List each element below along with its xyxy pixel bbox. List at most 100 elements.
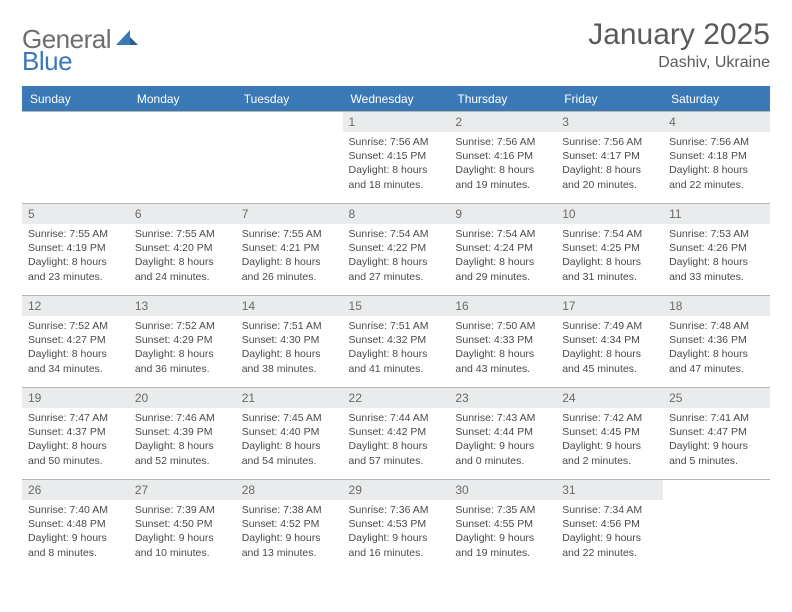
calendar-day-cell: 17Sunrise: 7:49 AMSunset: 4:34 PMDayligh… bbox=[556, 296, 663, 388]
calendar-empty-cell: . bbox=[663, 480, 770, 572]
day-details: Sunrise: 7:55 AMSunset: 4:19 PMDaylight:… bbox=[22, 224, 129, 288]
day-number: 10 bbox=[556, 204, 663, 224]
day-details: Sunrise: 7:46 AMSunset: 4:39 PMDaylight:… bbox=[129, 408, 236, 472]
day-details: Sunrise: 7:41 AMSunset: 4:47 PMDaylight:… bbox=[663, 408, 770, 472]
calendar-day-cell: 25Sunrise: 7:41 AMSunset: 4:47 PMDayligh… bbox=[663, 388, 770, 480]
day-details: Sunrise: 7:54 AMSunset: 4:22 PMDaylight:… bbox=[343, 224, 450, 288]
calendar-day-cell: 15Sunrise: 7:51 AMSunset: 4:32 PMDayligh… bbox=[343, 296, 450, 388]
weekday-header: Wednesday bbox=[343, 87, 450, 112]
weekday-header: Thursday bbox=[449, 87, 556, 112]
calendar-day-cell: 13Sunrise: 7:52 AMSunset: 4:29 PMDayligh… bbox=[129, 296, 236, 388]
day-details: Sunrise: 7:48 AMSunset: 4:36 PMDaylight:… bbox=[663, 316, 770, 380]
day-details: Sunrise: 7:49 AMSunset: 4:34 PMDaylight:… bbox=[556, 316, 663, 380]
day-number: 11 bbox=[663, 204, 770, 224]
day-number: 31 bbox=[556, 480, 663, 500]
day-number: 27 bbox=[129, 480, 236, 500]
day-details: Sunrise: 7:51 AMSunset: 4:30 PMDaylight:… bbox=[236, 316, 343, 380]
calendar-day-cell: 14Sunrise: 7:51 AMSunset: 4:30 PMDayligh… bbox=[236, 296, 343, 388]
day-number: 13 bbox=[129, 296, 236, 316]
day-details: Sunrise: 7:55 AMSunset: 4:21 PMDaylight:… bbox=[236, 224, 343, 288]
day-details: Sunrise: 7:53 AMSunset: 4:26 PMDaylight:… bbox=[663, 224, 770, 288]
day-number: 15 bbox=[343, 296, 450, 316]
calendar-day-cell: 23Sunrise: 7:43 AMSunset: 4:44 PMDayligh… bbox=[449, 388, 556, 480]
day-details: Sunrise: 7:36 AMSunset: 4:53 PMDaylight:… bbox=[343, 500, 450, 564]
day-number: 6 bbox=[129, 204, 236, 224]
calendar-day-cell: 11Sunrise: 7:53 AMSunset: 4:26 PMDayligh… bbox=[663, 204, 770, 296]
day-details: Sunrise: 7:56 AMSunset: 4:17 PMDaylight:… bbox=[556, 132, 663, 196]
day-details: Sunrise: 7:54 AMSunset: 4:25 PMDaylight:… bbox=[556, 224, 663, 288]
day-details: Sunrise: 7:44 AMSunset: 4:42 PMDaylight:… bbox=[343, 408, 450, 472]
day-details: Sunrise: 7:38 AMSunset: 4:52 PMDaylight:… bbox=[236, 500, 343, 564]
calendar-empty-cell: . bbox=[129, 112, 236, 204]
day-details: Sunrise: 7:42 AMSunset: 4:45 PMDaylight:… bbox=[556, 408, 663, 472]
calendar-day-cell: 4Sunrise: 7:56 AMSunset: 4:18 PMDaylight… bbox=[663, 112, 770, 204]
day-details: Sunrise: 7:52 AMSunset: 4:29 PMDaylight:… bbox=[129, 316, 236, 380]
day-details: Sunrise: 7:56 AMSunset: 4:15 PMDaylight:… bbox=[343, 132, 450, 196]
calendar-day-cell: 29Sunrise: 7:36 AMSunset: 4:53 PMDayligh… bbox=[343, 480, 450, 572]
day-details: Sunrise: 7:52 AMSunset: 4:27 PMDaylight:… bbox=[22, 316, 129, 380]
calendar-empty-cell: . bbox=[22, 112, 129, 204]
calendar-day-cell: 26Sunrise: 7:40 AMSunset: 4:48 PMDayligh… bbox=[22, 480, 129, 572]
day-number: 24 bbox=[556, 388, 663, 408]
day-details: Sunrise: 7:51 AMSunset: 4:32 PMDaylight:… bbox=[343, 316, 450, 380]
weekday-header: Monday bbox=[129, 87, 236, 112]
calendar-empty-cell: . bbox=[236, 112, 343, 204]
day-number: 4 bbox=[663, 112, 770, 132]
calendar-day-cell: 27Sunrise: 7:39 AMSunset: 4:50 PMDayligh… bbox=[129, 480, 236, 572]
weekday-header: Saturday bbox=[663, 87, 770, 112]
day-number: 18 bbox=[663, 296, 770, 316]
day-details: Sunrise: 7:56 AMSunset: 4:18 PMDaylight:… bbox=[663, 132, 770, 196]
day-number: 2 bbox=[449, 112, 556, 132]
calendar-day-cell: 24Sunrise: 7:42 AMSunset: 4:45 PMDayligh… bbox=[556, 388, 663, 480]
day-number: 9 bbox=[449, 204, 556, 224]
calendar-week-row: ...1Sunrise: 7:56 AMSunset: 4:15 PMDayli… bbox=[22, 112, 770, 204]
day-number: 17 bbox=[556, 296, 663, 316]
day-details: Sunrise: 7:56 AMSunset: 4:16 PMDaylight:… bbox=[449, 132, 556, 196]
day-details: Sunrise: 7:39 AMSunset: 4:50 PMDaylight:… bbox=[129, 500, 236, 564]
calendar-day-cell: 9Sunrise: 7:54 AMSunset: 4:24 PMDaylight… bbox=[449, 204, 556, 296]
day-number: 3 bbox=[556, 112, 663, 132]
calendar-day-cell: 1Sunrise: 7:56 AMSunset: 4:15 PMDaylight… bbox=[343, 112, 450, 204]
calendar-week-row: 12Sunrise: 7:52 AMSunset: 4:27 PMDayligh… bbox=[22, 296, 770, 388]
day-details: Sunrise: 7:55 AMSunset: 4:20 PMDaylight:… bbox=[129, 224, 236, 288]
brand-triangle-icon bbox=[116, 28, 138, 51]
day-number: 7 bbox=[236, 204, 343, 224]
calendar-week-row: 26Sunrise: 7:40 AMSunset: 4:48 PMDayligh… bbox=[22, 480, 770, 572]
day-number: 21 bbox=[236, 388, 343, 408]
day-number: 16 bbox=[449, 296, 556, 316]
weekday-header: Sunday bbox=[22, 87, 129, 112]
calendar-day-cell: 18Sunrise: 7:48 AMSunset: 4:36 PMDayligh… bbox=[663, 296, 770, 388]
day-details: Sunrise: 7:43 AMSunset: 4:44 PMDaylight:… bbox=[449, 408, 556, 472]
weekday-header: Tuesday bbox=[236, 87, 343, 112]
calendar-week-row: 5Sunrise: 7:55 AMSunset: 4:19 PMDaylight… bbox=[22, 204, 770, 296]
calendar-header-row: SundayMondayTuesdayWednesdayThursdayFrid… bbox=[22, 87, 770, 112]
day-number: 12 bbox=[22, 296, 129, 316]
calendar-day-cell: 28Sunrise: 7:38 AMSunset: 4:52 PMDayligh… bbox=[236, 480, 343, 572]
weekday-header: Friday bbox=[556, 87, 663, 112]
calendar-week-row: 19Sunrise: 7:47 AMSunset: 4:37 PMDayligh… bbox=[22, 388, 770, 480]
day-details: Sunrise: 7:34 AMSunset: 4:56 PMDaylight:… bbox=[556, 500, 663, 564]
day-number: 8 bbox=[343, 204, 450, 224]
day-details: Sunrise: 7:47 AMSunset: 4:37 PMDaylight:… bbox=[22, 408, 129, 472]
day-number: 22 bbox=[343, 388, 450, 408]
day-details: Sunrise: 7:45 AMSunset: 4:40 PMDaylight:… bbox=[236, 408, 343, 472]
location: Dashiv, Ukraine bbox=[588, 54, 770, 72]
day-details: Sunrise: 7:35 AMSunset: 4:55 PMDaylight:… bbox=[449, 500, 556, 564]
calendar-day-cell: 2Sunrise: 7:56 AMSunset: 4:16 PMDaylight… bbox=[449, 112, 556, 204]
day-details: Sunrise: 7:54 AMSunset: 4:24 PMDaylight:… bbox=[449, 224, 556, 288]
calendar-day-cell: 16Sunrise: 7:50 AMSunset: 4:33 PMDayligh… bbox=[449, 296, 556, 388]
day-details: Sunrise: 7:40 AMSunset: 4:48 PMDaylight:… bbox=[22, 500, 129, 564]
calendar-day-cell: 10Sunrise: 7:54 AMSunset: 4:25 PMDayligh… bbox=[556, 204, 663, 296]
day-number: 23 bbox=[449, 388, 556, 408]
day-number: 14 bbox=[236, 296, 343, 316]
calendar-day-cell: 21Sunrise: 7:45 AMSunset: 4:40 PMDayligh… bbox=[236, 388, 343, 480]
calendar-table: SundayMondayTuesdayWednesdayThursdayFrid… bbox=[22, 86, 770, 572]
calendar-day-cell: 8Sunrise: 7:54 AMSunset: 4:22 PMDaylight… bbox=[343, 204, 450, 296]
calendar-day-cell: 31Sunrise: 7:34 AMSunset: 4:56 PMDayligh… bbox=[556, 480, 663, 572]
day-details: Sunrise: 7:50 AMSunset: 4:33 PMDaylight:… bbox=[449, 316, 556, 380]
day-number: 25 bbox=[663, 388, 770, 408]
day-number: 30 bbox=[449, 480, 556, 500]
calendar-day-cell: 7Sunrise: 7:55 AMSunset: 4:21 PMDaylight… bbox=[236, 204, 343, 296]
day-number: 20 bbox=[129, 388, 236, 408]
day-number: 26 bbox=[22, 480, 129, 500]
